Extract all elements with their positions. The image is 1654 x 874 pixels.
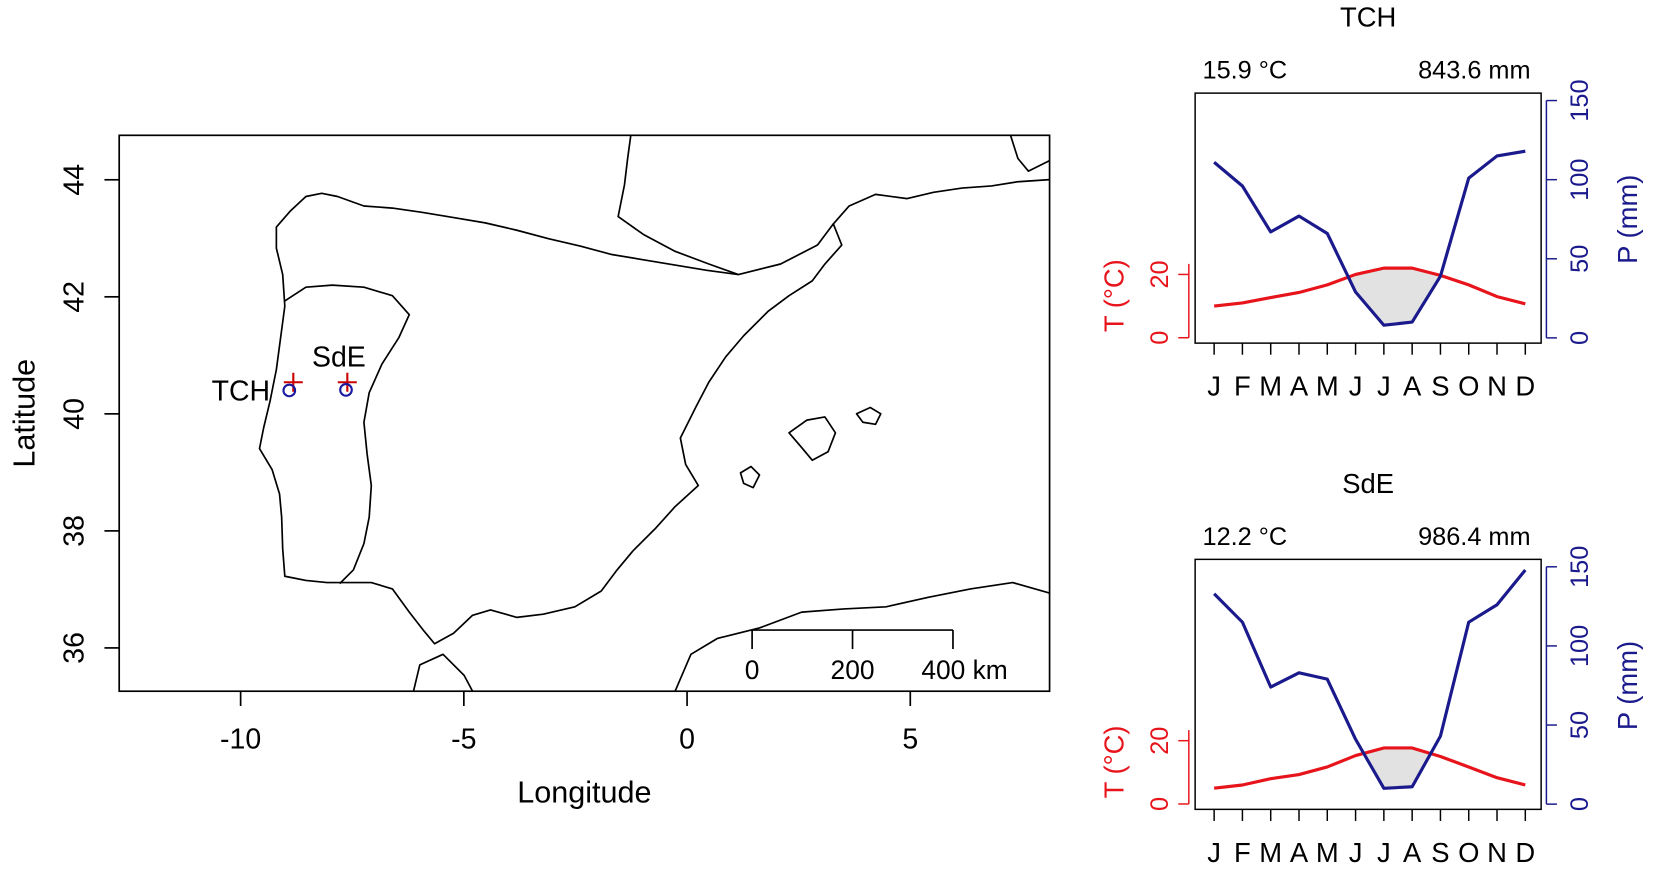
y2-tick-label: 150 (1566, 546, 1594, 588)
chart-title: TCH (1340, 2, 1396, 33)
x-tick-label: N (1487, 837, 1507, 868)
y-axis-title: T (°C) (1098, 259, 1129, 332)
x-tick-label: -5 (451, 723, 476, 755)
dry-period (1364, 747, 1431, 789)
series-line (1213, 568, 1527, 790)
x-tick-label: 5 (902, 723, 918, 755)
series-line (1213, 149, 1526, 327)
series-line (1213, 746, 1526, 790)
y-tick-label: 42 (58, 281, 90, 313)
plot-frame (1194, 558, 1542, 811)
x-tick-label: N (1487, 371, 1507, 402)
y-tick-label: 20 (1146, 727, 1174, 755)
x-tick-label: M (1316, 837, 1339, 868)
site-label: SdE (312, 342, 366, 374)
y2-axis-title: P (mm) (1612, 641, 1643, 730)
y2-tick-label: 0 (1566, 331, 1594, 345)
y-tick-label: 20 (1146, 260, 1174, 288)
med-coast (832, 178, 1050, 225)
site-marker (282, 383, 297, 398)
site-marker (339, 383, 353, 397)
x-tick-label: A (1290, 371, 1309, 402)
x-tick-label: A (1403, 837, 1422, 868)
x-tick-label: S (1431, 371, 1449, 402)
chart-title: SdE (1342, 468, 1394, 499)
x-tick-label: -10 (220, 723, 261, 755)
site-label: TCH (212, 375, 271, 407)
x-tick-label: D (1515, 837, 1535, 868)
y2-tick-label: 100 (1566, 159, 1594, 201)
y-axis-title: T (°C) (1098, 725, 1129, 798)
y2-tick-label: 100 (1566, 625, 1594, 667)
plot-frame (1194, 92, 1542, 344)
annotation: 12.2 °C (1203, 523, 1288, 551)
iberia-coast (258, 192, 843, 645)
alps-border (1009, 135, 1050, 173)
x-axis-title: Longitude (517, 776, 651, 810)
x-tick-label: J (1377, 837, 1391, 868)
y-tick-label: 0 (1146, 797, 1174, 811)
y-tick-label: 40 (58, 398, 90, 430)
france-coast (617, 135, 739, 276)
x-tick-label: O (1458, 837, 1479, 868)
x-tick-label: M (1316, 371, 1339, 402)
coastlines (258, 135, 1050, 692)
x-tick-label: J (1349, 371, 1363, 402)
x-tick-label: J (1349, 837, 1363, 868)
portugal-border (284, 284, 411, 585)
y2-tick-label: 0 (1566, 797, 1594, 811)
scale-bar-label: 400 km (921, 655, 1007, 685)
x-tick-label: D (1515, 371, 1535, 402)
x-tick-label: F (1234, 371, 1251, 402)
x-tick-label: J (1207, 371, 1221, 402)
africa-coast (412, 581, 1050, 692)
x-tick-label: 0 (679, 723, 695, 755)
x-tick-label: J (1377, 371, 1391, 402)
annotation: 15.9 °C (1203, 57, 1288, 85)
x-tick-label: S (1431, 837, 1449, 868)
site-marker (337, 372, 357, 392)
y2-tick-label: 50 (1566, 711, 1594, 739)
menorca (855, 406, 882, 426)
y-tick-label: 38 (58, 515, 90, 547)
x-tick-label: A (1290, 837, 1309, 868)
y-tick-label: 0 (1146, 331, 1174, 345)
annotation: 986.4 mm (1418, 523, 1530, 551)
ibiza (739, 465, 761, 489)
y-tick-label: 44 (58, 164, 90, 196)
x-tick-label: M (1259, 371, 1282, 402)
y2-axis-title: P (mm) (1612, 175, 1643, 264)
map-frame (118, 134, 1051, 693)
y-axis-title: Latitude (7, 359, 41, 468)
annotation: 843.6 mm (1418, 57, 1530, 85)
x-tick-label: A (1403, 371, 1422, 402)
x-tick-label: M (1259, 837, 1282, 868)
scale-bar-label: 0 (745, 655, 760, 685)
y-tick-label: 36 (58, 632, 90, 664)
y2-tick-label: 50 (1566, 245, 1594, 273)
scale-bar-label: 200 (831, 655, 875, 685)
series-line (1213, 266, 1526, 308)
x-tick-label: J (1207, 837, 1221, 868)
mallorca (788, 416, 837, 462)
y2-tick-label: 150 (1566, 79, 1594, 121)
x-tick-label: F (1234, 837, 1251, 868)
x-tick-label: O (1458, 371, 1479, 402)
site-marker (283, 372, 303, 392)
